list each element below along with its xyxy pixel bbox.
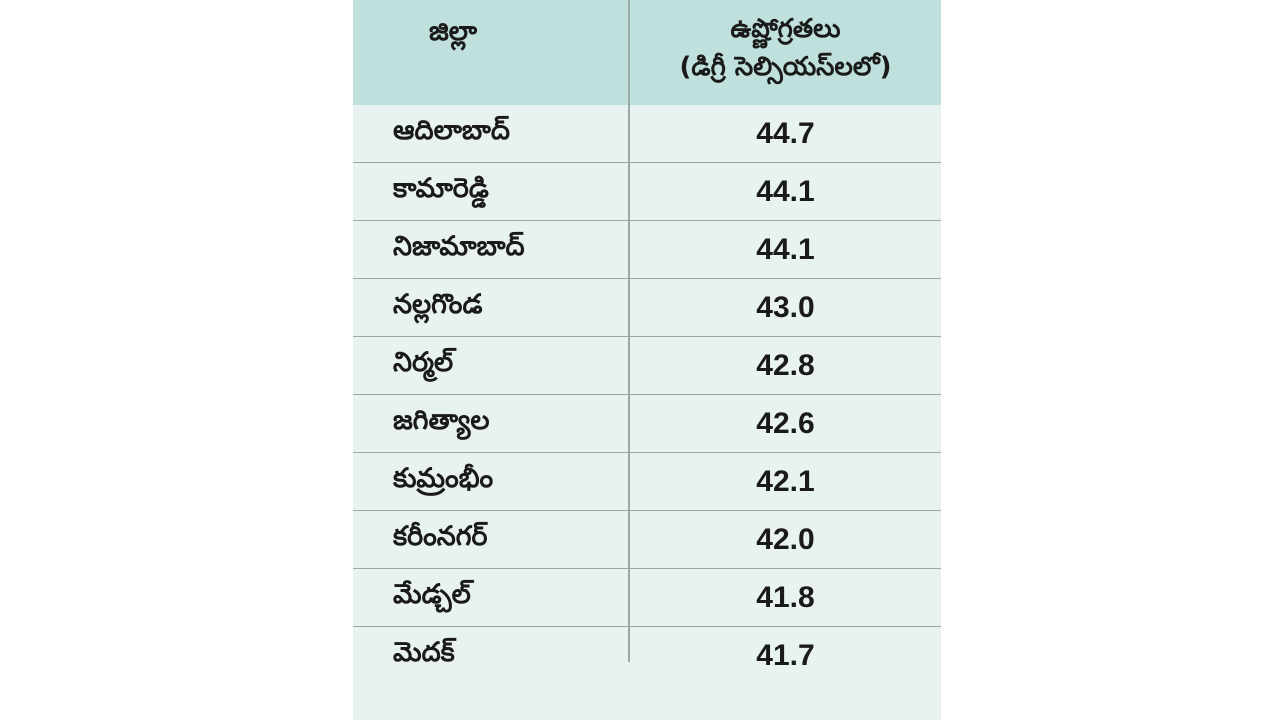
table-row: కామారెడ్డి 44.1: [353, 163, 941, 221]
temperature-cell: 44.1: [756, 233, 815, 266]
district-cell: మేడ్చల్: [393, 579, 471, 610]
column-header-temperature: ఉష్ణోగ్రతలు (డిగ్రీ సెల్సియస్‌లలో): [630, 10, 941, 86]
district-cell: జగిత్యాల: [393, 405, 490, 436]
table-row: కుమ్రంభీం 42.1: [353, 453, 941, 511]
column-header-district: జిల్లా: [428, 16, 477, 47]
table-row: మేడ్చల్ 41.8: [353, 569, 941, 627]
district-cell: నిర్మల్: [393, 347, 454, 378]
temperature-cell: 42.8: [756, 349, 815, 382]
table-row: నల్లగొండ 43.0: [353, 279, 941, 337]
district-cell: నల్లగొండ: [393, 289, 483, 320]
table-header: జిల్లా ఉష్ణోగ్రతలు (డిగ్రీ సెల్సియస్‌లలో…: [353, 0, 941, 105]
temperature-table: జిల్లా ఉష్ణోగ్రతలు (డిగ్రీ సెల్సియస్‌లలో…: [353, 0, 941, 720]
temperature-cell: 41.8: [756, 581, 815, 614]
table-row: కరీంనగర్ 42.0: [353, 511, 941, 569]
temperature-cell: 42.0: [756, 523, 815, 556]
table-row: నిజామాబాద్ 44.1: [353, 221, 941, 279]
temperature-cell: 41.7: [756, 639, 815, 672]
column-divider: [628, 0, 630, 662]
table-body: ఆదిలాబాద్ 44.7 కామారెడ్డి 44.1 నిజామాబాద…: [353, 105, 941, 685]
column-header-temperature-title: ఉష్ణోగ్రతలు: [730, 14, 841, 44]
temperature-cell: 42.1: [756, 465, 815, 498]
temperature-cell: 44.7: [756, 117, 815, 150]
district-cell: నిజామాబాద్: [393, 231, 525, 262]
table-row: మెదక్ 41.7: [353, 627, 941, 685]
temperature-cell: 44.1: [756, 175, 815, 208]
table-row: ఆదిలాబాద్ 44.7: [353, 105, 941, 163]
district-cell: ఆదిలాబాద్: [393, 115, 510, 146]
column-header-temperature-unit: (డిగ్రీ సెల్సియస్‌లలో): [679, 52, 892, 82]
district-cell: కామారెడ్డి: [393, 173, 489, 204]
table-row: నిర్మల్ 42.8: [353, 337, 941, 395]
district-cell: మెదక్: [393, 637, 455, 668]
district-cell: కరీంనగర్: [393, 521, 488, 552]
district-cell: కుమ్రంభీం: [393, 463, 494, 494]
table-row: జగిత్యాల 42.6: [353, 395, 941, 453]
temperature-cell: 43.0: [756, 291, 815, 324]
temperature-cell: 42.6: [756, 407, 815, 440]
